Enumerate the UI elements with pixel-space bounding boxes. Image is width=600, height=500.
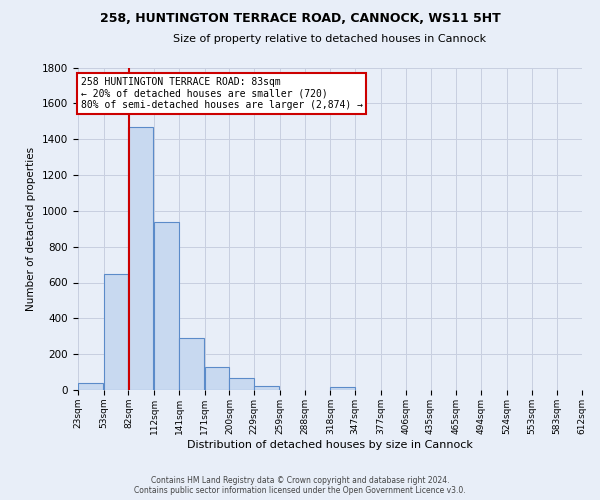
Bar (154, 222, 179, 390)
Bar (128, 126, 154, 390)
Y-axis label: Number of detached properties: Number of detached properties (26, 146, 37, 311)
Text: Contains HM Land Registry data © Crown copyright and database right 2024.
Contai: Contains HM Land Registry data © Crown c… (134, 476, 466, 495)
Bar (331, 388, 355, 390)
Text: 258, HUNTINGTON TERRACE ROAD, CANNOCK, WS11 5HT: 258, HUNTINGTON TERRACE ROAD, CANNOCK, W… (100, 12, 500, 26)
Bar (205, 366, 229, 390)
Bar (78, 383, 103, 390)
X-axis label: Distribution of detached houses by size in Cannock: Distribution of detached houses by size … (187, 440, 473, 450)
Bar (229, 378, 254, 390)
Title: Size of property relative to detached houses in Cannock: Size of property relative to detached ho… (173, 34, 487, 44)
Text: 258 HUNTINGTON TERRACE ROAD: 83sqm
← 20% of detached houses are smaller (720)
80: 258 HUNTINGTON TERRACE ROAD: 83sqm ← 20%… (80, 77, 362, 110)
Bar (179, 338, 204, 390)
Bar (104, 274, 128, 390)
Bar (254, 386, 279, 390)
